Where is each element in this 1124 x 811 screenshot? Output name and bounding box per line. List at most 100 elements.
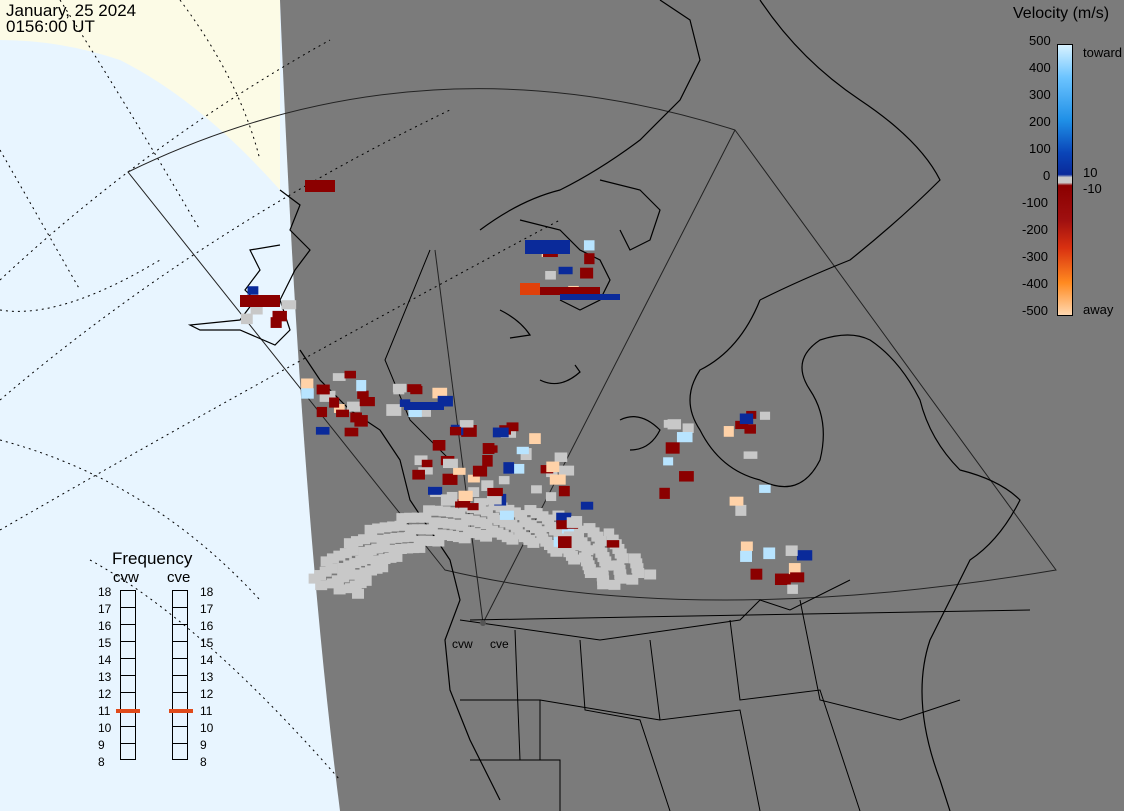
echo-cell: [430, 505, 443, 516]
echo-cell: [405, 524, 418, 535]
echo-cell: [550, 546, 563, 557]
echo-cell: [558, 485, 570, 497]
echo-cell: [580, 501, 594, 510]
echo-cell: [418, 467, 433, 475]
echo-cell: [676, 432, 693, 443]
echo-cell: [472, 465, 488, 477]
echo-cell: [527, 537, 540, 548]
echo-cell: [434, 529, 447, 540]
echo-cell: [480, 506, 493, 517]
legend-tick: -400: [1022, 276, 1049, 291]
echo-cell: [486, 495, 502, 505]
echo-cell: [581, 545, 594, 556]
echo-cell: [549, 474, 566, 485]
frequency-scale-label: 16: [200, 619, 214, 633]
echo-cell: [735, 420, 749, 430]
echo-cell: [336, 409, 349, 418]
echo-cell: [250, 303, 263, 315]
frequency-box-tick: [172, 658, 188, 659]
frequency-box-tick: [120, 658, 136, 659]
echo-cell: [432, 387, 448, 399]
echo-cell: [492, 427, 509, 438]
frequency-scale-label: 18: [98, 585, 112, 599]
echo-cell: [616, 553, 629, 564]
frequency-scale-label: 10: [98, 721, 112, 735]
echo-cell: [487, 487, 503, 497]
echo-cell: [365, 532, 378, 543]
echo-cell: [534, 526, 547, 537]
echo-cell: [358, 546, 371, 557]
echo-cell: [556, 520, 568, 530]
echo-cell: [420, 535, 433, 546]
echo-cell: [352, 588, 365, 599]
echo-cell: [458, 490, 473, 502]
frequency-marker-cvw: [116, 709, 140, 713]
echo-cell: [759, 411, 771, 420]
frequency-scale-label: 8: [98, 755, 105, 769]
echo-cell: [376, 534, 389, 545]
echo-cell: [498, 476, 510, 485]
echo-cell: [545, 492, 557, 502]
echo-cell: [667, 419, 682, 430]
frequency-label-cve: cve: [167, 569, 191, 586]
echo-cell: [449, 426, 462, 436]
echo-cell: [729, 496, 744, 506]
frequency-box-tick: [172, 675, 188, 676]
echo-cell: [600, 560, 613, 571]
echo-cell: [542, 514, 555, 525]
echo-cell: [506, 422, 519, 432]
echo-cell: [270, 317, 282, 328]
legend-toward-label: toward: [1083, 45, 1123, 60]
echo-cell: [682, 423, 694, 433]
echo-cell: [421, 459, 433, 469]
frequency-box-tick: [120, 726, 136, 727]
echo-cell: [467, 515, 480, 526]
echo-cell: [524, 505, 537, 516]
frequency-scale-label: 13: [200, 670, 214, 684]
echo-cell: [359, 396, 375, 407]
echo-cell: [508, 507, 521, 518]
echo-cell: [743, 451, 758, 459]
echo-cell: [485, 445, 498, 453]
frequency-box-tick: [120, 675, 136, 676]
echo-cell: [458, 533, 471, 544]
echo-cell: [349, 558, 362, 569]
echo-cell: [407, 543, 420, 554]
echo-cell: [481, 480, 494, 492]
echo-cell: [558, 266, 573, 275]
frequency-box-tick: [172, 743, 188, 744]
frequency-scale-label: 12: [98, 687, 112, 701]
echo-cell: [499, 510, 514, 520]
echo-cell: [659, 487, 670, 499]
echo-cell: [759, 484, 771, 493]
frequency-scale-label: 15: [200, 636, 214, 650]
frequency-label-cvw: cvw: [113, 569, 139, 586]
land-region: [0, 0, 280, 190]
echo-cell: [350, 536, 363, 547]
echo-cell: [632, 568, 645, 579]
echo-cell: [440, 494, 456, 506]
echo-cell: [376, 562, 389, 573]
echo-cell: [346, 545, 359, 556]
echo-cell: [397, 532, 410, 543]
echo-cell: [425, 524, 438, 535]
echo-cell: [428, 517, 441, 528]
echo-cell: [420, 405, 431, 417]
echo-cell: [529, 433, 541, 445]
echo-cell: [520, 283, 540, 295]
echo-cell: [568, 554, 581, 565]
echo-cell: [358, 534, 371, 545]
frequency-box-tick: [172, 624, 188, 625]
echo-cell: [584, 567, 597, 578]
echo-cell: [316, 406, 328, 418]
echo-cell: [788, 563, 801, 575]
echo-cell: [359, 575, 372, 586]
echo-cell: [357, 390, 369, 399]
echo-cell: [383, 533, 396, 544]
time-title: 0156:00 UT: [6, 17, 95, 36]
echo-cell: [740, 541, 753, 552]
frequency-scale-label: 9: [200, 738, 207, 752]
echo-cell: [364, 524, 377, 535]
echo-cell: [320, 556, 333, 567]
echo-cell: [386, 404, 402, 416]
